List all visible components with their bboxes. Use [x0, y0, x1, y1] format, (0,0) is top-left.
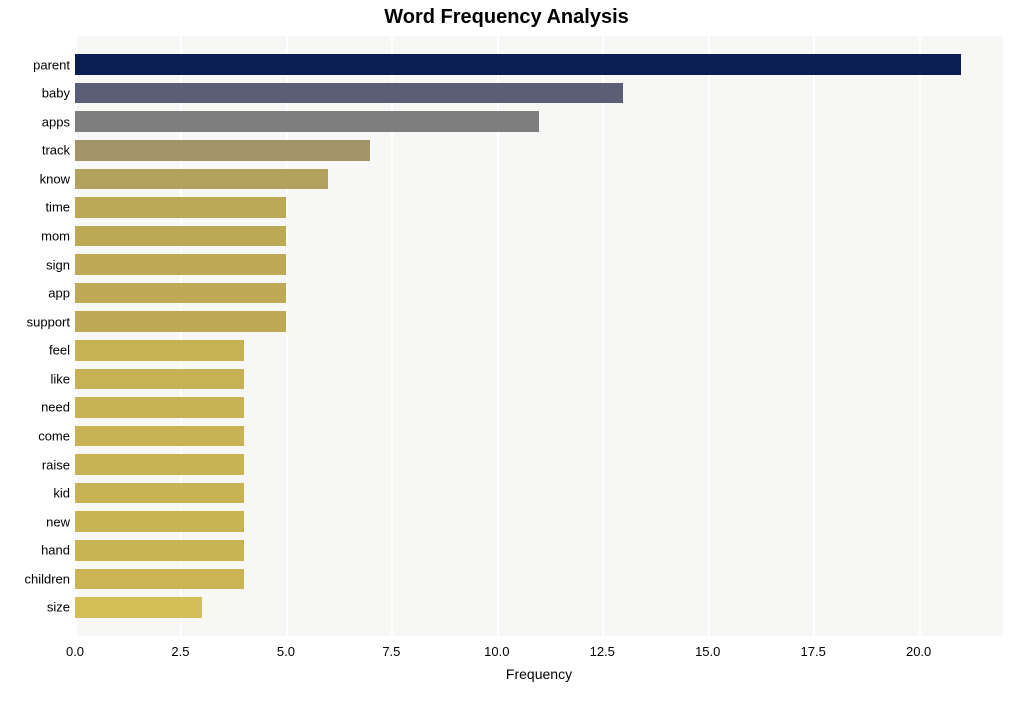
bar [75, 540, 244, 561]
bar-row [75, 540, 1003, 561]
x-tick-label: 12.5 [590, 644, 615, 659]
bar [75, 226, 286, 247]
y-tick-label: hand [0, 543, 70, 558]
bar-row [75, 397, 1003, 418]
bar-row [75, 569, 1003, 590]
bar-row [75, 197, 1003, 218]
y-tick-label: time [0, 200, 70, 215]
y-tick-label: app [0, 286, 70, 301]
y-tick-label: know [0, 171, 70, 186]
y-tick-label: support [0, 314, 70, 329]
bar [75, 197, 286, 218]
bar-row [75, 111, 1003, 132]
bar-row [75, 140, 1003, 161]
y-tick-label: baby [0, 86, 70, 101]
bar-row [75, 454, 1003, 475]
x-tick-label: 15.0 [695, 644, 720, 659]
chart-title: Word Frequency Analysis [0, 6, 1013, 29]
x-tick-label: 17.5 [801, 644, 826, 659]
y-tick-label: track [0, 143, 70, 158]
bar [75, 340, 244, 361]
y-tick-label: new [0, 514, 70, 529]
y-tick-label: sign [0, 257, 70, 272]
x-tick-label: 7.5 [382, 644, 400, 659]
y-tick-label: raise [0, 457, 70, 472]
plot-area [75, 36, 1003, 636]
bar-row [75, 511, 1003, 532]
bar-row [75, 426, 1003, 447]
y-tick-label: apps [0, 114, 70, 129]
bar-row [75, 226, 1003, 247]
x-tick-label: 10.0 [484, 644, 509, 659]
bar-row [75, 311, 1003, 332]
bar [75, 254, 286, 275]
y-tick-label: mom [0, 229, 70, 244]
bar [75, 83, 623, 104]
bar-row [75, 54, 1003, 75]
bar-row [75, 597, 1003, 618]
bar-row [75, 369, 1003, 390]
bar [75, 311, 286, 332]
y-tick-label: size [0, 600, 70, 615]
y-tick-label: kid [0, 486, 70, 501]
y-tick-label: need [0, 400, 70, 415]
bar-row [75, 169, 1003, 190]
y-tick-label: feel [0, 343, 70, 358]
bar-row [75, 254, 1003, 275]
x-tick-label: 20.0 [906, 644, 931, 659]
x-tick-label: 2.5 [171, 644, 189, 659]
y-tick-label: come [0, 429, 70, 444]
bar [75, 483, 244, 504]
bar [75, 283, 286, 304]
bar [75, 169, 328, 190]
bar [75, 426, 244, 447]
bar-row [75, 283, 1003, 304]
x-axis-label: Frequency [75, 666, 1003, 682]
bar [75, 369, 244, 390]
chart-container: Word Frequency Analysis parent baby apps tr… [0, 0, 1013, 701]
y-tick-label: like [0, 371, 70, 386]
bar-row [75, 483, 1003, 504]
bar [75, 140, 370, 161]
bar-row [75, 83, 1003, 104]
bar [75, 597, 202, 618]
bar [75, 511, 244, 532]
bar [75, 111, 539, 132]
bar-row [75, 340, 1003, 361]
y-tick-label: children [0, 571, 70, 586]
bar [75, 454, 244, 475]
x-tick-label: 0.0 [66, 644, 84, 659]
x-tick-label: 5.0 [277, 644, 295, 659]
y-tick-label: parent [0, 57, 70, 72]
bar [75, 397, 244, 418]
bar [75, 54, 961, 75]
bar [75, 569, 244, 590]
